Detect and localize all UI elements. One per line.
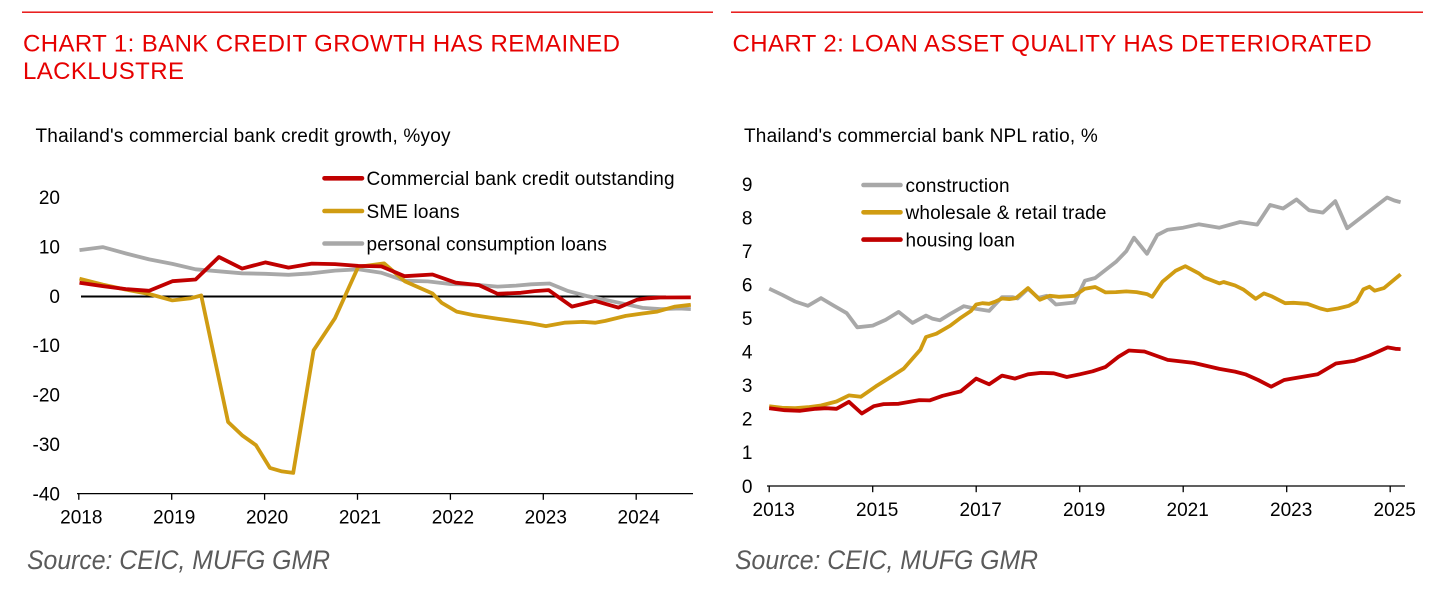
svg-text:0: 0 [742, 477, 753, 498]
svg-text:4: 4 [742, 343, 753, 364]
svg-text:Commercial bank credit outstan: Commercial bank credit outstanding [367, 169, 675, 190]
svg-text:10: 10 [39, 237, 60, 258]
svg-text:-40: -40 [33, 484, 60, 505]
svg-text:2018: 2018 [60, 508, 102, 529]
svg-text:housing loan: housing loan [906, 230, 1016, 251]
svg-text:3: 3 [742, 376, 753, 397]
svg-text:6: 6 [742, 276, 753, 297]
svg-text:-10: -10 [33, 336, 60, 357]
svg-text:2015: 2015 [856, 500, 898, 521]
svg-text:1: 1 [742, 443, 753, 464]
svg-text:2025: 2025 [1374, 500, 1416, 521]
svg-text:personal consumption loans: personal consumption loans [367, 234, 608, 255]
svg-text:0: 0 [49, 287, 60, 308]
svg-text:2013: 2013 [753, 500, 795, 521]
svg-text:2024: 2024 [618, 508, 661, 529]
svg-text:SME loans: SME loans [367, 202, 460, 223]
svg-text:2023: 2023 [525, 508, 567, 529]
svg-text:2022: 2022 [432, 508, 474, 529]
svg-text:20: 20 [39, 188, 60, 209]
svg-text:2: 2 [742, 410, 753, 431]
svg-text:2019: 2019 [153, 508, 195, 529]
svg-text:CHART 1: BANK CREDIT GROWTH HA: CHART 1: BANK CREDIT GROWTH HAS REMAINED [23, 31, 620, 58]
svg-text:wholesale & retail trade: wholesale & retail trade [905, 203, 1107, 224]
svg-text:2020: 2020 [246, 508, 288, 529]
svg-text:Source: CEIC, MUFG GMR: Source: CEIC, MUFG GMR [27, 545, 330, 575]
svg-text:9: 9 [742, 175, 753, 196]
svg-text:2019: 2019 [1063, 500, 1105, 521]
svg-text:Thailand's commercial bank NPL: Thailand's commercial bank NPL ratio, % [744, 126, 1098, 147]
svg-text:LACKLUSTRE: LACKLUSTRE [23, 58, 184, 85]
svg-text:-30: -30 [33, 435, 60, 456]
svg-text:Source: CEIC, MUFG GMR: Source: CEIC, MUFG GMR [735, 545, 1038, 575]
svg-text:-20: -20 [33, 386, 60, 407]
svg-text:construction: construction [906, 176, 1010, 197]
svg-text:8: 8 [742, 208, 753, 229]
svg-text:2021: 2021 [1167, 500, 1209, 521]
svg-text:CHART 2: LOAN ASSET QUALITY HA: CHART 2: LOAN ASSET QUALITY HAS DETERIOR… [733, 31, 1373, 58]
svg-text:2023: 2023 [1270, 500, 1312, 521]
svg-text:2021: 2021 [339, 508, 381, 529]
svg-text:5: 5 [742, 309, 753, 330]
svg-text:2017: 2017 [960, 500, 1002, 521]
svg-text:7: 7 [742, 242, 753, 263]
svg-text:Thailand's commercial bank cre: Thailand's commercial bank credit growth… [36, 126, 451, 147]
